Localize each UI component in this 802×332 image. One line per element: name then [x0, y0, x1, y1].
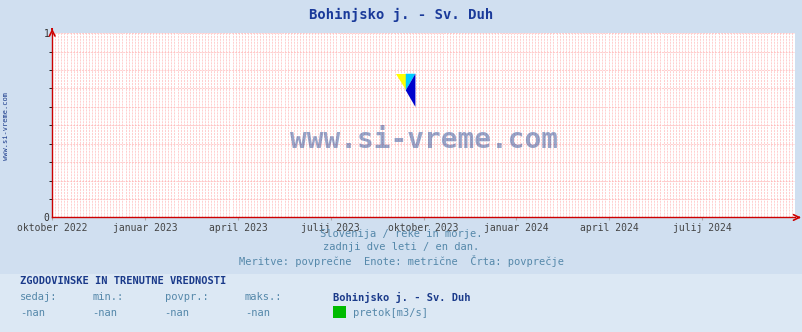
- Polygon shape: [395, 74, 405, 90]
- Text: min.:: min.:: [92, 292, 124, 302]
- Text: www.si-vreme.com: www.si-vreme.com: [3, 92, 10, 160]
- Text: Slovenija / reke in morje.: Slovenija / reke in morje.: [320, 229, 482, 239]
- Text: pretok[m3/s]: pretok[m3/s]: [352, 308, 427, 318]
- Text: sedaj:: sedaj:: [20, 292, 58, 302]
- Text: -nan: -nan: [245, 308, 269, 318]
- Text: Bohinjsko j. - Sv. Duh: Bohinjsko j. - Sv. Duh: [333, 291, 470, 303]
- Text: -nan: -nan: [20, 308, 45, 318]
- Text: -nan: -nan: [164, 308, 189, 318]
- Polygon shape: [405, 74, 415, 107]
- Text: Bohinjsko j. - Sv. Duh: Bohinjsko j. - Sv. Duh: [309, 8, 493, 22]
- Text: ZGODOVINSKE IN TRENUTNE VREDNOSTI: ZGODOVINSKE IN TRENUTNE VREDNOSTI: [20, 276, 226, 286]
- Text: www.si-vreme.com: www.si-vreme.com: [290, 126, 557, 154]
- Text: Meritve: povprečne  Enote: metrične  Črta: povprečje: Meritve: povprečne Enote: metrične Črta:…: [239, 255, 563, 267]
- Text: -nan: -nan: [92, 308, 117, 318]
- Text: povpr.:: povpr.:: [164, 292, 208, 302]
- Text: zadnji dve leti / en dan.: zadnji dve leti / en dan.: [323, 242, 479, 252]
- Polygon shape: [405, 74, 415, 90]
- Text: maks.:: maks.:: [245, 292, 282, 302]
